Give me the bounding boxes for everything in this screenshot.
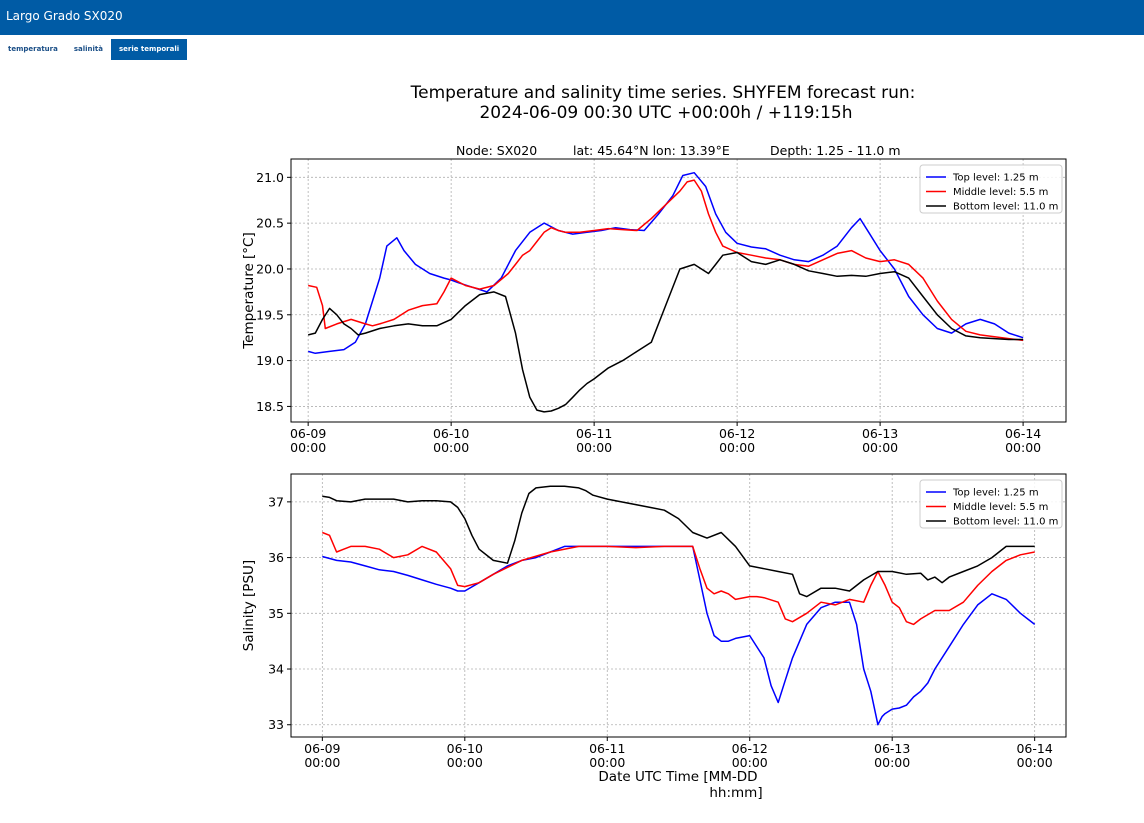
y-tick-label: 19.5 [256, 307, 284, 322]
x-tick-label-time: 00:00 [304, 755, 340, 770]
x-tick-label-date: 06-09 [304, 741, 340, 756]
y-axis-label: Temperature [°C] [241, 232, 257, 350]
y-tick-label: 33 [268, 717, 284, 732]
x-tick-label-time: 00:00 [290, 440, 326, 455]
node-label: Node: SX020 [456, 143, 537, 158]
legend: Top level: 1.25 m Middle level: 5.5 m Bott… [919, 164, 1063, 214]
legend-entry: Bottom level: 11.0 m [953, 202, 1058, 213]
tab-salinita[interactable]: salinità [73, 45, 103, 53]
y-tick-label: 37 [268, 494, 284, 509]
depth-label: Depth: 1.25 - 11.0 m [770, 143, 901, 158]
x-tick-label-date: 06-11 [589, 741, 625, 756]
y-tick-label: 19.0 [256, 353, 284, 368]
legend-entry: Top level: 1.25 m [952, 488, 1039, 499]
latlon-label: lat: 45.64°N lon: 13.39°E [573, 143, 730, 158]
x-tick-label-date: 06-12 [732, 741, 768, 756]
x-tick-label-time: 00:00 [862, 440, 898, 455]
x-tick-label-time: 00:00 [874, 755, 910, 770]
series-line-top-level-1-25-m [308, 171, 1024, 355]
x-tick-label-time: 00:00 [576, 440, 612, 455]
app-title: Largo Grado SX020 [6, 9, 123, 23]
app-header: Largo Grado SX020 [0, 0, 1144, 35]
x-tick-label-date: 06-13 [862, 426, 898, 441]
y-tick-label: 20.0 [256, 261, 284, 276]
legend-entry: Top level: 1.25 m [952, 173, 1039, 184]
figure-title-line2: 2024-06-09 00:30 UTC +00:00h / +119:15h [479, 103, 852, 123]
x-tick-label-date: 06-13 [874, 741, 910, 756]
x-axis-label-line1: Date UTC Time [MM-DD [598, 769, 757, 785]
legend-entry: Middle level: 5.5 m [953, 187, 1048, 198]
x-tick-label-time: 00:00 [433, 440, 469, 455]
y-tick-label: 34 [268, 662, 284, 677]
y-tick-label: 18.5 [256, 399, 284, 414]
series-line-middle-level-5-5-m [322, 531, 1035, 626]
x-tick-label-date: 06-14 [1016, 741, 1052, 756]
legend-box [919, 479, 1063, 529]
series-line-top-level-1-25-m [322, 545, 1036, 726]
y-tick-label: 21.0 [256, 170, 284, 185]
plot-frame [290, 473, 1067, 738]
x-tick-label-time: 00:00 [447, 755, 483, 770]
tab-serie-temporali[interactable]: serie temporali [110, 39, 188, 60]
x-tick-label-time: 00:00 [719, 440, 755, 455]
x-tick-label-date: 06-09 [290, 426, 326, 441]
series-line-bottom-level-11-0-m [322, 485, 1035, 598]
tab-temperatura[interactable]: temperatura [8, 45, 58, 53]
x-tick-label-date: 06-12 [719, 426, 755, 441]
tab-bar: temperatura salinità serie temporali [0, 39, 188, 60]
x-tick-label-time: 00:00 [1005, 440, 1041, 455]
figure-title-line1: Temperature and salinity time series. SH… [410, 83, 916, 103]
legend-entry: Middle level: 5.5 m [953, 502, 1048, 513]
x-tick-label-time: 00:00 [1017, 755, 1053, 770]
x-tick-label-time: 00:00 [732, 755, 768, 770]
x-tick-label-date: 06-10 [447, 741, 483, 756]
x-tick-label-time: 00:00 [589, 755, 625, 770]
chart-panel-1: 18.519.019.520.020.521.006-0900:0006-100… [241, 158, 1067, 455]
series-line-bottom-level-11-0-m [308, 251, 1024, 413]
y-axis-label: Salinity [PSU] [241, 560, 257, 651]
legend-box [919, 164, 1063, 214]
chart-panel-2: 333435363706-0900:0006-1000:0006-1100:00… [241, 473, 1067, 770]
x-tick-label-date: 06-11 [576, 426, 612, 441]
plot-frame [290, 158, 1067, 423]
legend: Top level: 1.25 m Middle level: 5.5 m Bott… [919, 479, 1063, 529]
x-tick-label-date: 06-10 [433, 426, 469, 441]
y-tick-label: 35 [268, 606, 284, 621]
x-tick-label-date: 06-14 [1005, 426, 1041, 441]
series-line-middle-level-5-5-m [308, 179, 1024, 342]
x-axis-label-line2: hh:mm] [709, 785, 762, 801]
y-tick-label: 36 [268, 550, 284, 565]
y-tick-label: 20.5 [256, 216, 284, 231]
legend-entry: Bottom level: 11.0 m [953, 517, 1058, 528]
